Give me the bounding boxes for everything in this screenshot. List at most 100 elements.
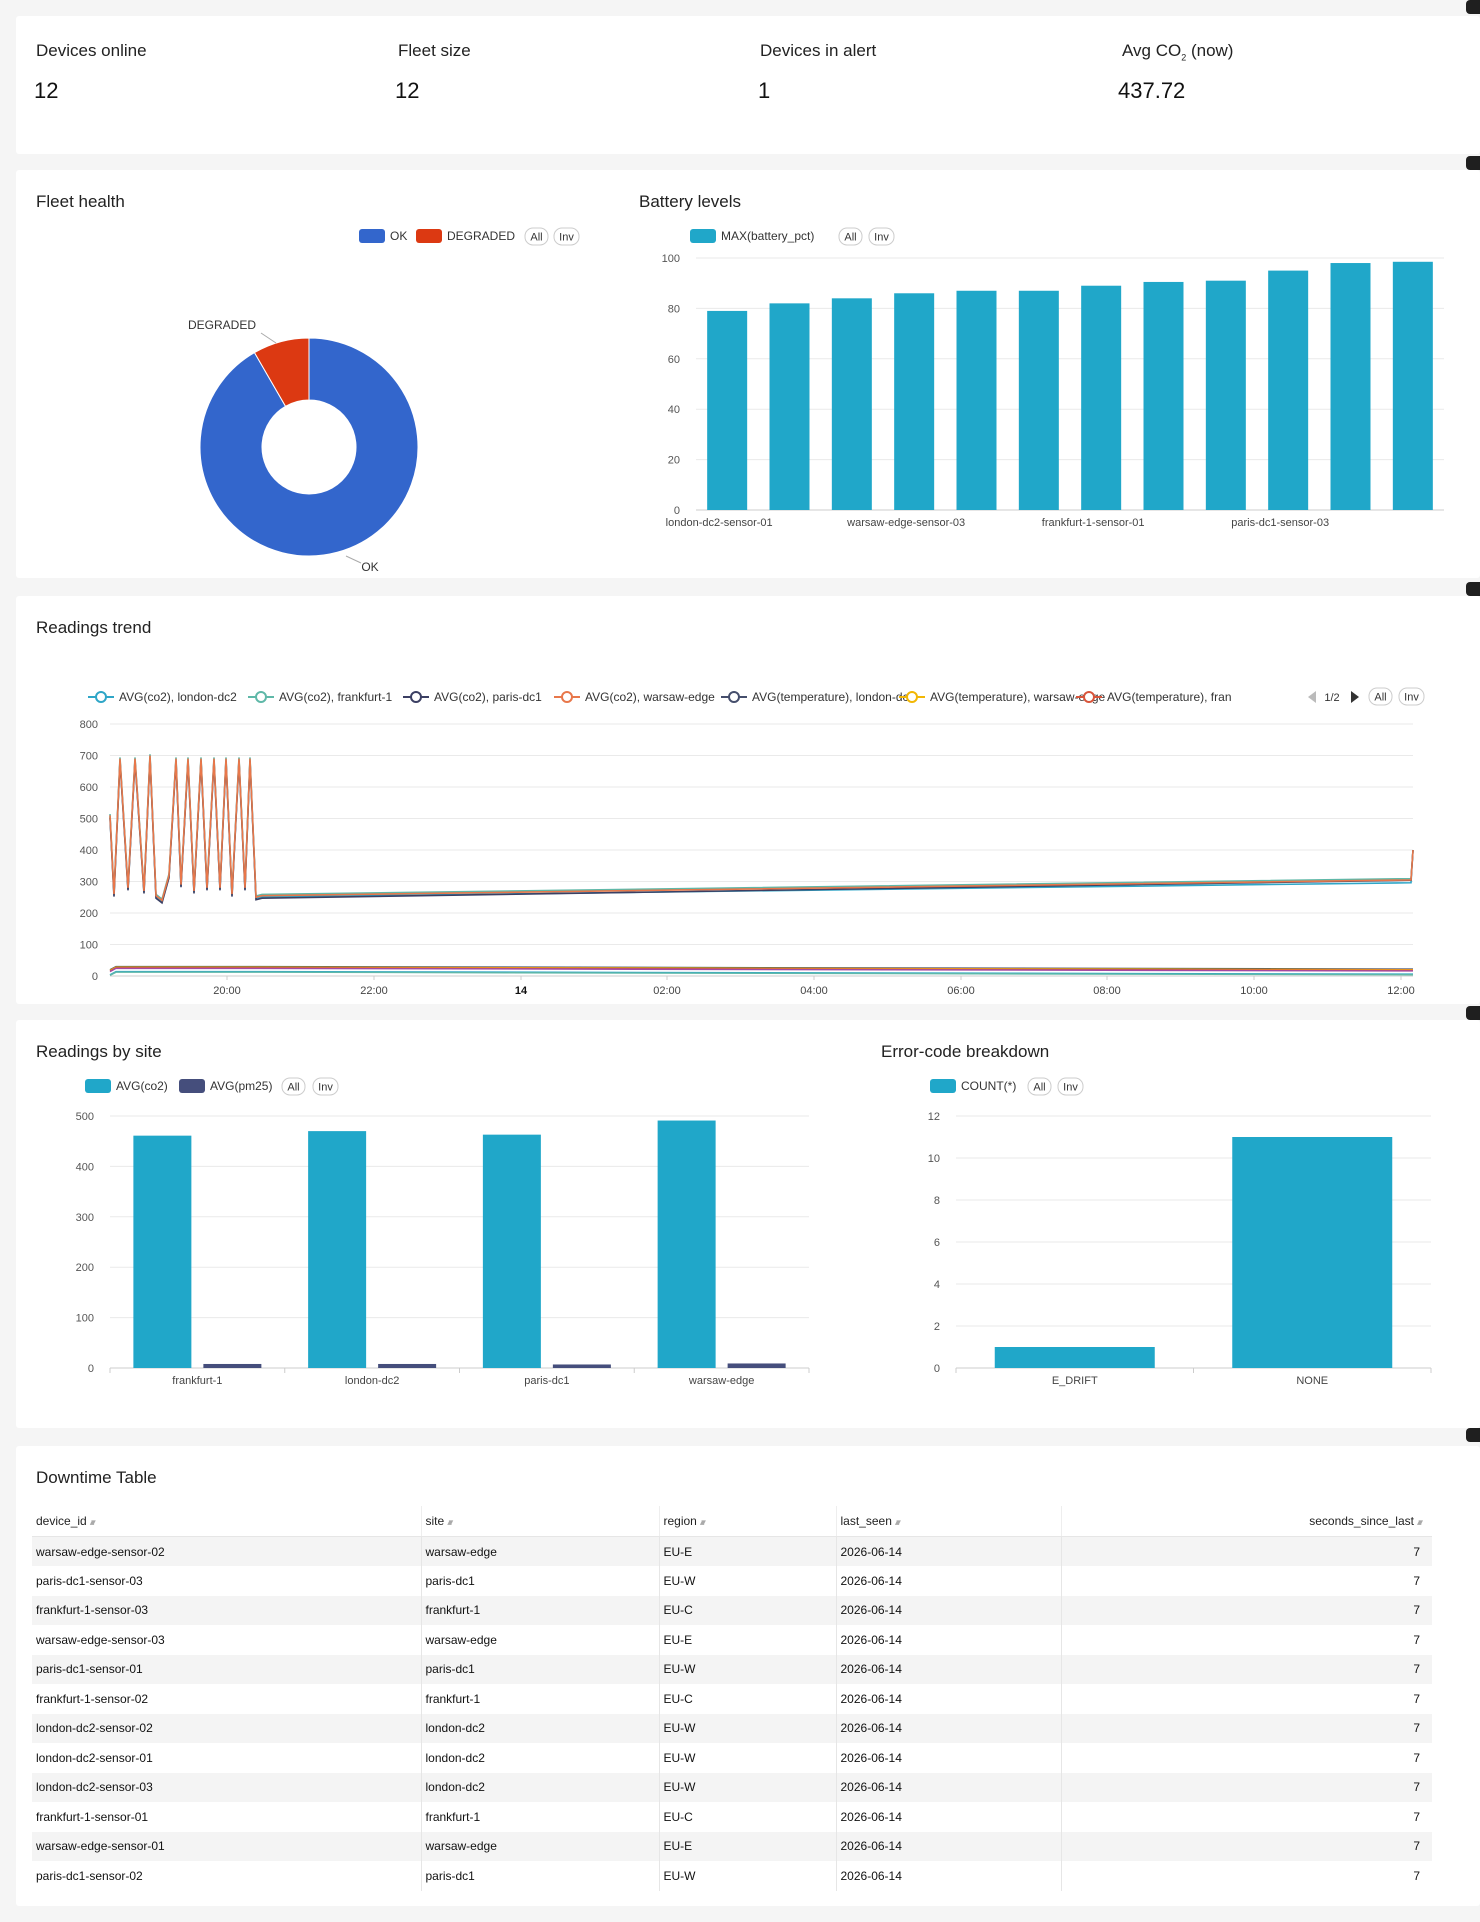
bar[interactable] — [308, 1131, 367, 1368]
bar[interactable] — [1392, 261, 1433, 510]
legend-label[interactable]: AVG(co2), warsaw-edge — [585, 690, 715, 704]
legend-label-ok[interactable]: OK — [390, 229, 407, 243]
bar[interactable] — [1330, 263, 1371, 510]
table-row[interactable]: warsaw-edge-sensor-01 warsaw-edge EU-E 2026… — [32, 1831, 1432, 1861]
trend-line-low[interactable] — [109, 971, 1414, 976]
bar[interactable] — [956, 290, 997, 510]
bar[interactable] — [994, 1347, 1155, 1368]
legend-label-degraded[interactable]: DEGRADED — [447, 229, 515, 243]
bar[interactable] — [378, 1363, 437, 1368]
bar[interactable] — [657, 1120, 716, 1368]
legend-marker[interactable] — [410, 691, 422, 703]
bar[interactable] — [482, 1134, 541, 1368]
pie-slice-ok[interactable] — [199, 337, 419, 557]
legend-marker[interactable] — [906, 691, 918, 703]
legend-inv-label[interactable]: Inv — [874, 232, 889, 244]
trend-line-low[interactable] — [109, 967, 1414, 973]
legend-swatch-degraded[interactable] — [416, 229, 442, 243]
bar[interactable] — [1205, 280, 1246, 510]
legend-marker[interactable] — [728, 691, 740, 703]
bar[interactable] — [727, 1363, 786, 1368]
legend-all-label[interactable]: All — [1033, 1082, 1045, 1094]
legend-prev-icon[interactable] — [1308, 691, 1316, 703]
legend-marker[interactable] — [95, 691, 107, 703]
legend-swatch-count[interactable] — [930, 1079, 956, 1093]
bar[interactable] — [1268, 270, 1309, 510]
legend-all-label[interactable]: All — [844, 232, 856, 244]
table-row[interactable]: warsaw-edge-sensor-02 warsaw-edge EU-E 2026… — [32, 1536, 1432, 1566]
table-row[interactable]: paris-dc1-sensor-01 paris-dc1 EU-W 2026-06-… — [32, 1654, 1432, 1684]
table-row[interactable]: frankfurt-1-sensor-02 frankfurt-1 EU-C 2026… — [32, 1684, 1432, 1714]
bar[interactable] — [203, 1363, 262, 1368]
legend-all-button[interactable] — [1027, 1077, 1052, 1096]
table-row[interactable]: paris-dc1-sensor-03 paris-dc1 EU-W 2026-06-… — [32, 1566, 1432, 1596]
legend-next-icon[interactable] — [1351, 691, 1359, 703]
legend-label[interactable]: AVG(co2), frankfurt-1 — [279, 690, 392, 704]
legend-label-count[interactable]: COUNT(*) — [961, 1079, 1016, 1093]
legend-inv-button[interactable] — [312, 1077, 339, 1096]
bar[interactable] — [1143, 281, 1184, 510]
legend-inv-label[interactable]: Inv — [1404, 692, 1419, 704]
legend-marker[interactable] — [255, 691, 267, 703]
sort-icon[interactable]: ▴▾ — [699, 1517, 706, 1527]
column-header-seconds_since_last[interactable]: seconds_since_last ▴▾ — [1061, 1506, 1432, 1537]
legend-label-battery[interactable]: MAX(battery_pct) — [721, 229, 814, 243]
legend-label[interactable]: AVG(temperature), london-dc2 — [752, 690, 916, 704]
trend-line-co2[interactable] — [109, 754, 1414, 901]
bar[interactable] — [894, 293, 935, 510]
sort-icon[interactable]: ▴▾ — [894, 1517, 901, 1527]
table-row[interactable]: frankfurt-1-sensor-03 frankfurt-1 EU-C 2026… — [32, 1595, 1432, 1625]
table-row[interactable]: paris-dc1-sensor-02 paris-dc1 EU-W 2026-06-… — [32, 1861, 1432, 1891]
legend-label[interactable]: AVG(temperature), warsaw-edge — [930, 690, 1106, 704]
bar[interactable] — [831, 298, 872, 510]
legend-swatch-pm25[interactable] — [179, 1079, 205, 1093]
legend-swatch-battery[interactable] — [690, 229, 716, 243]
trend-line-co2[interactable] — [109, 755, 1414, 902]
bar[interactable] — [1018, 290, 1059, 510]
trend-line-co2[interactable] — [109, 756, 1414, 904]
table-row[interactable]: london-dc2-sensor-03 london-dc2 EU-W 2026-0… — [32, 1772, 1432, 1802]
table-row[interactable]: warsaw-edge-sensor-03 warsaw-edge EU-E 2026… — [32, 1625, 1432, 1655]
legend-inv-label[interactable]: Inv — [318, 1082, 333, 1094]
legend-all-label[interactable]: All — [287, 1082, 299, 1094]
legend-inv-label[interactable]: Inv — [1063, 1082, 1078, 1094]
bar[interactable] — [552, 1364, 611, 1368]
table-row[interactable]: london-dc2-sensor-01 london-dc2 EU-W 2026-0… — [32, 1743, 1432, 1773]
table-row[interactable]: frankfurt-1-sensor-01 frankfurt-1 EU-C 2026… — [32, 1802, 1432, 1832]
legend-label-pm25[interactable]: AVG(pm25) — [210, 1079, 272, 1093]
legend-inv-button[interactable] — [1398, 687, 1425, 706]
column-header-site[interactable]: site ▴▾ — [421, 1506, 660, 1537]
legend-marker[interactable] — [561, 691, 573, 703]
legend-label[interactable]: AVG(co2), paris-dc1 — [434, 690, 542, 704]
legend-inv-button[interactable] — [1057, 1077, 1084, 1096]
legend-label[interactable]: AVG(co2), london-dc2 — [119, 690, 237, 704]
bar[interactable] — [1232, 1137, 1393, 1368]
column-header-last_seen[interactable]: last_seen ▴▾ — [836, 1506, 1062, 1537]
legend-all-label[interactable]: All — [530, 232, 542, 244]
bar[interactable] — [769, 303, 810, 510]
legend-all-label[interactable]: All — [1374, 692, 1386, 704]
legend-label-co2[interactable]: AVG(co2) — [116, 1079, 168, 1093]
legend-swatch-co2[interactable] — [85, 1079, 111, 1093]
legend-all-button[interactable] — [524, 227, 549, 246]
legend-swatch-ok[interactable] — [359, 229, 385, 243]
legend-inv-button[interactable] — [553, 227, 580, 246]
pie-slice-degraded[interactable] — [253, 337, 310, 407]
legend-marker[interactable] — [1083, 691, 1095, 703]
legend-all-button[interactable] — [838, 227, 863, 246]
table-row[interactable]: london-dc2-sensor-02 london-dc2 EU-W 2026-0… — [32, 1713, 1432, 1743]
legend-all-button[interactable] — [1368, 687, 1393, 706]
column-header-region[interactable]: region ▴▾ — [659, 1506, 837, 1537]
bar[interactable] — [133, 1135, 192, 1368]
legend-inv-button[interactable] — [868, 227, 895, 246]
bar[interactable] — [1081, 285, 1122, 510]
legend-all-button[interactable] — [281, 1077, 306, 1096]
bar[interactable] — [707, 310, 748, 510]
table-cell-site: frankfurt-1 — [421, 1802, 660, 1832]
legend-inv-label[interactable]: Inv — [559, 232, 574, 244]
sort-icon[interactable]: ▴▾ — [1416, 1517, 1423, 1527]
sort-icon[interactable]: ▴▾ — [447, 1517, 453, 1527]
sort-icon[interactable]: ▴▾ — [89, 1517, 96, 1527]
legend-label[interactable]: AVG(temperature), fran — [1107, 690, 1232, 704]
column-header-device_id[interactable]: device_id ▴▾ — [32, 1506, 422, 1537]
